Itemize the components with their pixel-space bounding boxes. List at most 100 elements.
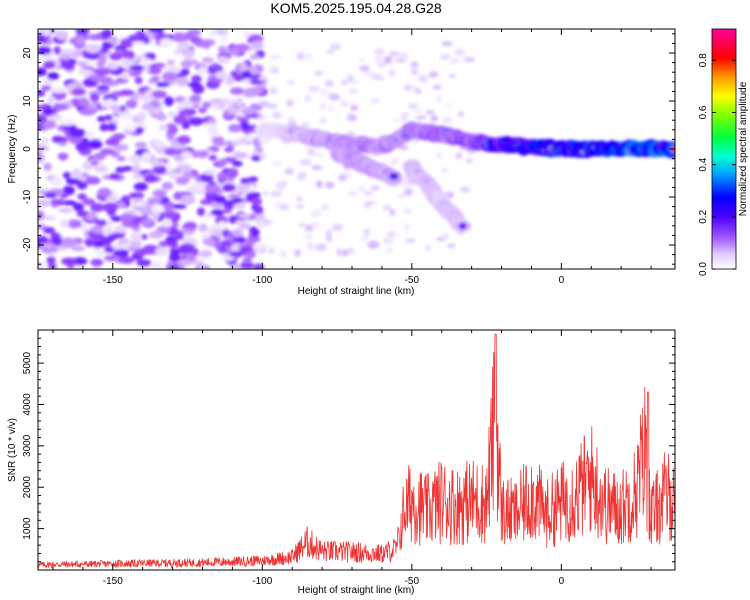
spectrogram-x-axis-label: Height of straight line (km) (298, 286, 415, 297)
noise-speck (216, 172, 228, 181)
noise-speck (96, 116, 107, 122)
noise-speck (101, 29, 113, 39)
noise-speck (38, 145, 50, 151)
snr-frame (37, 329, 676, 571)
noise-speck (208, 31, 219, 38)
noise-speck (319, 102, 326, 110)
colorbar-ticks: 0.0 0.2 0.4 0.6 0.8 (698, 53, 736, 276)
noise-speck (236, 184, 249, 192)
noise-speck (299, 158, 312, 166)
noise-speck (463, 57, 476, 62)
noise-speck (312, 209, 323, 217)
noise-speck (244, 134, 256, 142)
noise-speck (119, 112, 134, 119)
noise-speck (319, 88, 328, 96)
noise-speck (249, 54, 260, 60)
noise-speck (90, 203, 105, 212)
noise-speck (210, 63, 221, 71)
noise-speck (222, 207, 232, 214)
noise-speck (222, 183, 236, 192)
noise-speck (192, 182, 206, 191)
noise-speck (325, 181, 335, 189)
noise-speck (55, 30, 69, 41)
noise-speck (199, 249, 213, 258)
noise-speck (134, 141, 147, 149)
noise-speck (242, 256, 252, 264)
noise-speck (414, 89, 422, 94)
noise-speck (72, 257, 88, 266)
noise-speck (412, 108, 424, 113)
noise-speck (165, 240, 179, 247)
snr-x-axis-label: Height of straight line (km) (298, 585, 415, 596)
noise-speck (217, 246, 228, 253)
spectrogram-y-ticks: -20 -10 0 10 20 (22, 33, 675, 265)
noise-speck (359, 65, 370, 72)
noise-speck (459, 186, 471, 193)
noise-speck (120, 241, 132, 250)
snr-series-line (38, 333, 675, 569)
noise-speck (296, 195, 303, 203)
noise-speck (231, 197, 245, 203)
noise-speck (43, 227, 55, 234)
noise-speck (198, 107, 207, 114)
noise-speck (430, 115, 438, 122)
noise-speck (249, 78, 265, 85)
noise-speck (133, 182, 148, 192)
noise-speck (262, 190, 269, 196)
noise-speck (132, 174, 144, 180)
noise-speck (38, 141, 45, 147)
noise-speck (97, 187, 112, 198)
noise-speck (205, 184, 222, 194)
x-tick-label: -50 (405, 576, 420, 587)
noise-speck (238, 222, 251, 230)
noise-speck (135, 126, 145, 134)
noise-speck (209, 98, 225, 105)
noise-speck (106, 122, 117, 132)
noise-speck (120, 38, 136, 48)
noise-speck (370, 185, 381, 191)
noise-speck (201, 57, 214, 63)
noise-speck (156, 81, 170, 87)
noise-speck (273, 201, 281, 207)
noise-speck (40, 243, 55, 249)
noise-speck (383, 55, 393, 64)
y-tick-label: 2000 (22, 476, 33, 499)
noise-speck (137, 111, 146, 121)
noise-speck (130, 232, 143, 242)
noise-speck (164, 147, 178, 156)
noise-speck (239, 63, 249, 73)
noise-speck (47, 263, 57, 269)
noise-speck (312, 152, 325, 157)
noise-speck (53, 46, 62, 55)
noise-speck (376, 61, 387, 68)
noise-speck (107, 63, 120, 70)
noise-speck (233, 152, 249, 158)
noise-speck (446, 243, 456, 248)
noise-speck (151, 90, 167, 99)
noise-speck (202, 41, 211, 49)
noise-speck (269, 86, 278, 95)
colorbar-tick-label: 0.6 (698, 105, 709, 119)
noise-speck (77, 193, 87, 201)
noise-speck (341, 249, 349, 257)
noise-speck (435, 151, 442, 160)
noise-speck (251, 203, 260, 211)
noise-speck (100, 100, 113, 108)
noise-speck (326, 49, 334, 55)
noise-speck (399, 179, 410, 187)
noise-speck (338, 174, 346, 182)
noise-speck (106, 195, 116, 202)
noise-speck (163, 96, 174, 107)
noise-speck (296, 52, 305, 60)
noise-speck (109, 52, 123, 61)
noise-speck (148, 230, 164, 239)
noise-speck (180, 60, 193, 69)
noise-speck (208, 154, 217, 161)
noise-speck (102, 236, 112, 246)
noise-speck (311, 165, 323, 171)
noise-speck (182, 48, 195, 59)
noise-speck (109, 105, 122, 111)
noise-speck (374, 47, 385, 56)
noise-speck (232, 228, 244, 238)
